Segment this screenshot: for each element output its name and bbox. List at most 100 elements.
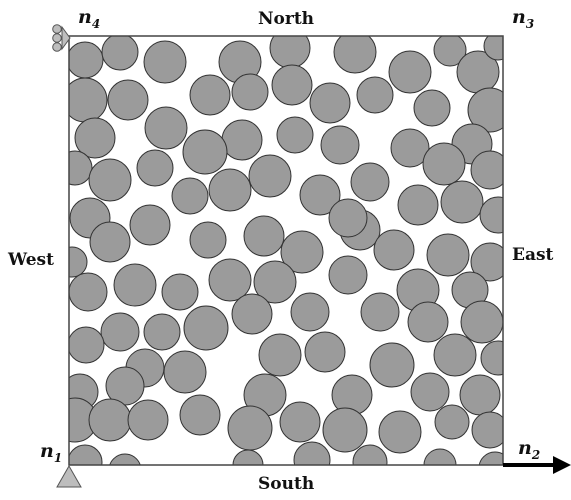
particle xyxy=(290,292,330,332)
particle xyxy=(478,451,503,465)
particle xyxy=(231,73,269,111)
particle xyxy=(143,313,181,351)
particle xyxy=(189,221,227,259)
particle xyxy=(179,394,221,436)
particle xyxy=(407,301,449,343)
pin-support-icon xyxy=(56,464,82,488)
particle xyxy=(470,242,503,282)
particle xyxy=(189,74,231,116)
east-label: East xyxy=(512,245,554,265)
particles-group xyxy=(69,36,503,465)
particle xyxy=(360,292,400,332)
particle xyxy=(248,154,292,198)
particle xyxy=(279,401,321,443)
particle xyxy=(333,36,377,74)
particle xyxy=(88,398,132,442)
particle xyxy=(69,326,105,364)
particle xyxy=(373,229,415,271)
particle xyxy=(221,119,263,161)
particle xyxy=(69,150,93,186)
particle xyxy=(253,260,297,304)
particle xyxy=(208,258,252,302)
particle xyxy=(422,142,466,186)
particle xyxy=(69,41,104,79)
particle xyxy=(433,333,477,377)
domain-boundary xyxy=(68,35,504,466)
particle xyxy=(136,149,174,187)
particle xyxy=(479,196,503,234)
particle xyxy=(276,116,314,154)
particle xyxy=(69,246,88,278)
particle xyxy=(328,255,368,295)
particle xyxy=(182,129,228,175)
particle xyxy=(426,233,470,277)
particle xyxy=(410,372,450,412)
particle xyxy=(69,272,108,312)
load-arrow-icon xyxy=(503,456,571,474)
particle xyxy=(299,174,341,216)
particle xyxy=(101,36,139,71)
particle xyxy=(356,76,394,114)
particle xyxy=(304,331,346,373)
particle xyxy=(243,215,285,257)
particle xyxy=(293,441,331,465)
particle xyxy=(434,404,470,440)
particle xyxy=(320,125,360,165)
particle xyxy=(328,198,368,238)
particle xyxy=(163,350,207,394)
particle xyxy=(388,50,432,94)
particle xyxy=(69,444,103,465)
particle xyxy=(470,150,503,190)
particle xyxy=(433,36,467,67)
particle xyxy=(269,36,311,69)
node-n1-label: n1 xyxy=(40,440,63,465)
particle xyxy=(208,168,252,212)
particle xyxy=(423,448,457,465)
particle xyxy=(480,340,503,376)
particle xyxy=(467,87,503,133)
particle xyxy=(352,444,388,465)
particle xyxy=(460,300,503,344)
particle xyxy=(471,411,503,449)
roller-support-icon xyxy=(52,24,71,52)
particle xyxy=(227,405,273,451)
particle xyxy=(459,374,501,416)
particle xyxy=(89,221,131,263)
particle xyxy=(100,312,140,352)
node-n3-label: n3 xyxy=(512,6,535,31)
particle xyxy=(107,79,149,121)
particle xyxy=(440,180,484,224)
south-label: South xyxy=(258,474,315,494)
particle xyxy=(350,162,390,202)
particle xyxy=(129,204,171,246)
particle xyxy=(322,407,368,453)
particle xyxy=(309,82,351,124)
particle xyxy=(232,449,264,465)
north-label: North xyxy=(258,9,315,29)
particle xyxy=(113,263,157,307)
node-n2-label: n2 xyxy=(518,437,541,462)
particle xyxy=(390,128,430,168)
particle xyxy=(161,273,199,311)
node-n4-label: n4 xyxy=(78,6,101,31)
west-label: West xyxy=(8,250,54,270)
particle xyxy=(171,177,209,215)
particle xyxy=(88,158,132,202)
particle xyxy=(144,106,188,150)
particle xyxy=(183,305,229,351)
particle xyxy=(258,333,302,377)
particle xyxy=(231,293,273,335)
particle xyxy=(109,453,141,465)
particle xyxy=(397,184,439,226)
particle xyxy=(483,36,503,61)
particle xyxy=(413,89,451,127)
particle xyxy=(369,342,415,388)
particle xyxy=(280,230,324,274)
particle xyxy=(378,410,422,454)
particle xyxy=(271,64,313,106)
particle xyxy=(127,399,169,441)
particle xyxy=(74,117,116,159)
particle xyxy=(143,40,187,84)
